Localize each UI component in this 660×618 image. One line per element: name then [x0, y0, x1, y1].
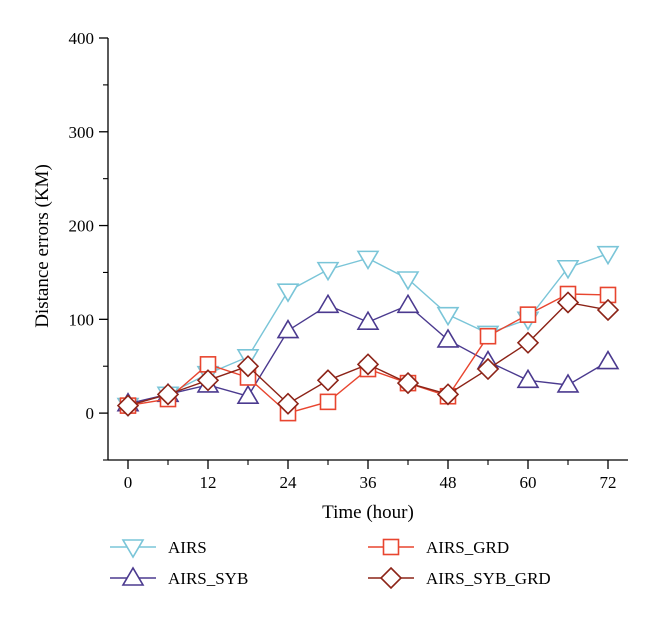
data-point [319, 393, 337, 411]
data-point [156, 383, 180, 406]
legend-marker [121, 566, 145, 586]
x-tick-label: 48 [440, 473, 457, 492]
data-point [396, 271, 420, 291]
data-point [516, 368, 540, 389]
legend-entry: AIRS_GRD [368, 538, 509, 557]
data-point [436, 306, 460, 327]
data-point [516, 331, 540, 354]
x-axis-label: Time (hour) [322, 502, 414, 523]
data-point [476, 357, 500, 381]
y-tick-label: 100 [69, 310, 95, 329]
data-point [396, 293, 420, 314]
y-axis-label: Distance errors (KM) [32, 164, 53, 328]
y-tick-label: 300 [69, 123, 95, 142]
y-tick-label: 200 [69, 217, 95, 236]
data-point [479, 327, 497, 345]
series-airs [116, 245, 620, 418]
legend-entry: AIRS_SYB [110, 566, 248, 588]
data-point [519, 306, 537, 323]
legend-marker [121, 539, 145, 559]
x-tick-label: 36 [360, 473, 377, 492]
data-point [236, 384, 260, 405]
data-point [356, 353, 380, 376]
data-point [316, 369, 340, 392]
data-point [596, 298, 620, 322]
data-point [556, 373, 580, 393]
data-point [276, 283, 300, 303]
chart-series [116, 245, 620, 422]
legend-marker [382, 538, 400, 556]
legend-marker [379, 566, 403, 590]
y-tick-label: 0 [86, 404, 95, 423]
data-point [556, 291, 580, 314]
data-point [436, 328, 460, 348]
x-tick-label: 12 [200, 473, 217, 492]
data-point [316, 293, 340, 314]
data-point [436, 383, 460, 406]
legend-label: AIRS_SYB [168, 569, 248, 588]
legend-label: AIRS [168, 538, 207, 557]
data-point [116, 394, 140, 417]
data-point [396, 371, 420, 395]
data-point [236, 355, 260, 378]
chart-legend: AIRS AIRS_SYB AIRS_GRD AIRS_SYB_GRD [110, 538, 551, 590]
data-point [276, 392, 300, 415]
x-tick-label: 60 [520, 473, 537, 492]
series-airs-syb-grd [116, 291, 620, 417]
data-point [316, 261, 340, 282]
series-airs-syb [116, 293, 620, 412]
y-tick-label: 400 [69, 29, 95, 48]
x-tick-label: 0 [124, 473, 133, 492]
legend-entry: AIRS_SYB_GRD [368, 566, 551, 590]
data-point [556, 259, 580, 280]
x-tick-label: 24 [280, 473, 298, 492]
chart-axes: 0 100 200 300 400 0 12 24 36 48 60 72 [69, 29, 628, 492]
legend-label: AIRS_GRD [426, 538, 509, 557]
legend-label: AIRS_SYB_GRD [426, 569, 551, 588]
data-point [196, 369, 220, 392]
data-point [276, 319, 300, 339]
legend-entry: AIRS [110, 538, 207, 559]
x-tick-label: 72 [600, 473, 617, 492]
data-point [356, 310, 380, 330]
data-point [596, 245, 620, 266]
data-point [356, 250, 380, 270]
data-point [596, 349, 620, 370]
